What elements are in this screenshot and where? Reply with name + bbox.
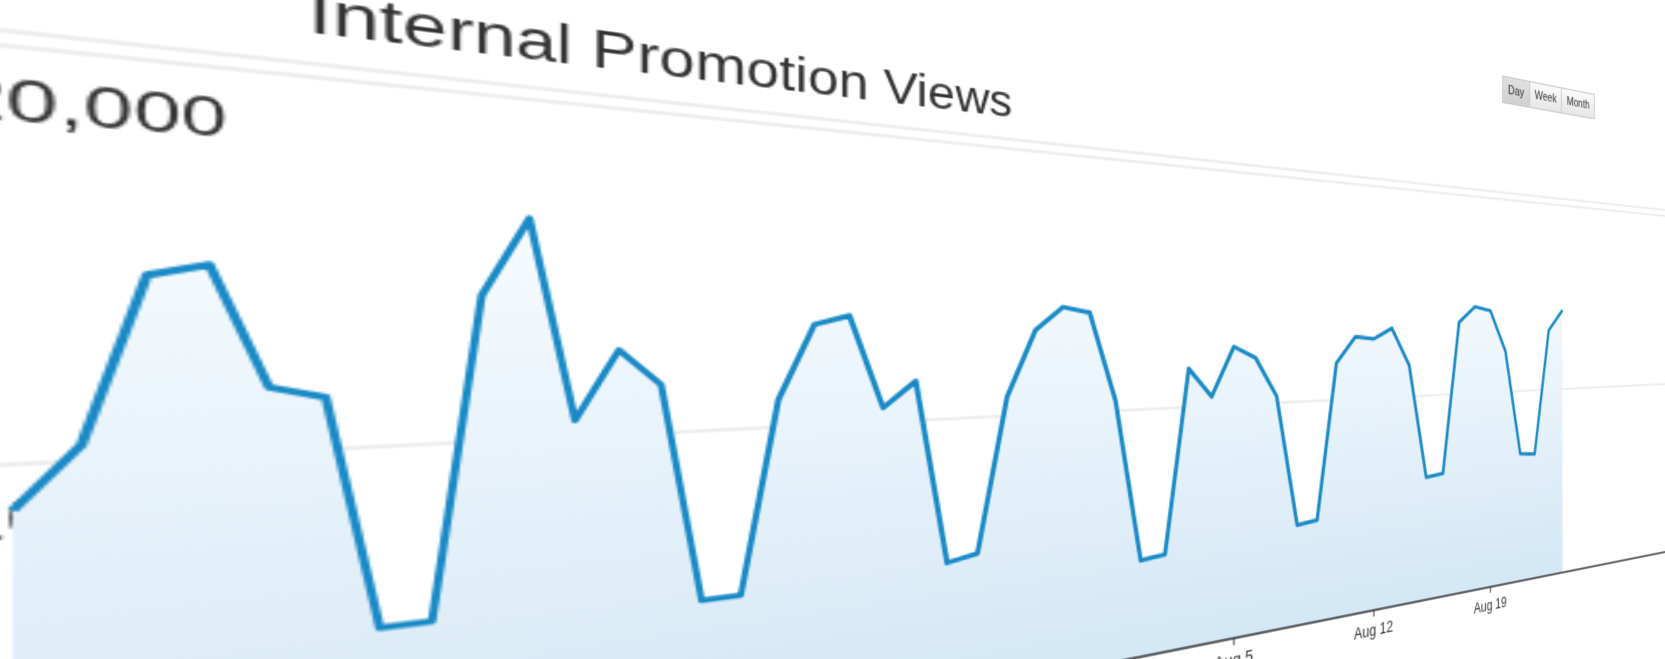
grid-line: [0, 16, 1665, 216]
range-button[interactable]: Day: [1502, 75, 1530, 108]
chart-title: Internal Promotion Views: [308, 0, 1013, 127]
y-tick-label: 20,000: [0, 61, 227, 149]
x-tick-label: Aug 12: [1354, 617, 1393, 643]
x-tick-label: Aug 19: [1474, 594, 1507, 617]
range-button[interactable]: Week: [1529, 80, 1563, 114]
x-tick-label: Aug 5: [1214, 646, 1253, 659]
